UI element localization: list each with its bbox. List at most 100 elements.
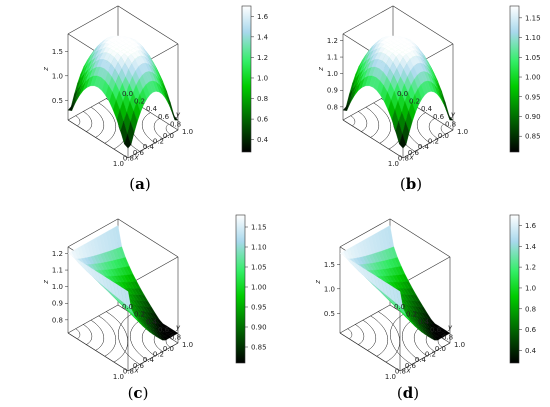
y-tick-label: 0.0 (397, 90, 408, 98)
z-axis-label: z (42, 280, 50, 285)
y-tick-label: 0.0 (394, 303, 405, 311)
x-tick-label: 1.0 (385, 373, 396, 381)
contour-line (83, 324, 93, 345)
panel-caption: (b) (400, 175, 422, 193)
colorbar-tick-label: 0.90 (251, 324, 267, 332)
x-axis-label: x (134, 153, 140, 161)
z-tick-label: 1.5 (324, 261, 335, 269)
y-tick-label: 0.8 (170, 333, 181, 341)
contour-line (75, 328, 81, 340)
box-edge (67, 304, 119, 334)
colorbar-tick-label: 0.6 (525, 326, 537, 334)
z-tick-label: 0.8 (327, 103, 338, 111)
colorbar-tick-label: 0.6 (257, 116, 269, 124)
panel-caption: (a) (129, 175, 150, 193)
y-tick-label: 1.0 (454, 341, 465, 349)
box-edge-front (127, 129, 179, 159)
z-tick-label: 1.2 (327, 37, 338, 45)
colorbar-tick-label: 1.10 (251, 244, 267, 252)
contour-line (129, 319, 148, 361)
z-axis-label: z (317, 67, 325, 72)
y-tick-label: 0.6 (430, 326, 442, 334)
x-tick-label: 0.0 (438, 132, 449, 140)
box-edge-front (342, 119, 404, 159)
z-axis-label: z (42, 67, 50, 72)
x-tick-label: 1.0 (113, 373, 124, 381)
x-tick-label: 1.0 (113, 160, 124, 168)
y-tick-label: 0.8 (445, 120, 456, 128)
y-tick-label: 0.2 (409, 98, 420, 106)
y-tick-label: 0.6 (158, 113, 170, 121)
colorbar-tick-label: 1.00 (251, 284, 267, 292)
colorbar-tick-label: 1.4 (525, 243, 537, 251)
panel-a: 0.51.01.5z1.00.80.60.40.20.0x0.00.20.40.… (42, 5, 269, 193)
contour-line (365, 106, 380, 138)
contour-line (378, 311, 400, 363)
y-tick-label: 1.0 (182, 128, 193, 136)
y-tick-label: 0.4 (146, 318, 158, 326)
contour-line (390, 313, 412, 365)
z-tick-label: 1.0 (324, 285, 335, 293)
x-tick-label: 1.0 (388, 160, 399, 168)
contour-line (413, 325, 428, 357)
colorbar-tick-label: 0.85 (525, 133, 541, 141)
box-edge (117, 218, 179, 258)
contour-line (90, 106, 105, 138)
box-edge (389, 218, 451, 258)
colorbar-tick-label: 0.85 (251, 344, 267, 352)
z-tick-label: 0.9 (327, 87, 338, 95)
contour-line (362, 319, 377, 351)
colorbar (235, 214, 246, 364)
z-tick-label: 1.5 (52, 48, 63, 56)
box-edge-front (67, 332, 129, 372)
box-edge-front (339, 332, 401, 372)
panel-c: 0.80.91.01.11.2z1.00.80.60.40.20.0x0.00.… (42, 214, 267, 402)
y-tick-label: 0.6 (158, 326, 170, 334)
surface-patch (399, 133, 407, 149)
y-axis-label: y (175, 324, 181, 332)
contour-line (440, 123, 446, 135)
x-tick-label: 0.2 (428, 138, 439, 146)
y-tick-label: 0.2 (134, 311, 145, 319)
contour-line (370, 315, 389, 357)
box-edge-front (402, 129, 454, 159)
colorbar (509, 5, 520, 153)
y-tick-label: 0.4 (418, 318, 430, 326)
colorbar-tick-label: 1.15 (525, 14, 541, 22)
floor-contours (347, 311, 443, 365)
colorbar-tick-label: 1.2 (257, 54, 268, 62)
colorbar-tick-label: 1.2 (525, 264, 536, 272)
box-edge-front (67, 119, 129, 159)
x-tick-label: 0.4 (415, 356, 427, 364)
colorbar (509, 214, 520, 364)
box-edge (392, 5, 454, 45)
panel-b: 0.80.91.01.11.2z1.00.80.60.40.20.0x0.00.… (317, 5, 541, 193)
colorbar-tick-label: 1.10 (525, 34, 541, 42)
box-edge (67, 5, 119, 35)
contour-line (358, 111, 368, 132)
surface-patch (124, 288, 132, 310)
contour-line (347, 328, 353, 340)
y-tick-label: 1.0 (182, 341, 193, 349)
x-tick-label: 0.6 (405, 362, 417, 370)
x-axis-label: x (406, 366, 412, 374)
surface (67, 225, 179, 341)
x-tick-label: 0.0 (163, 345, 174, 353)
y-tick-label: 0.4 (146, 105, 158, 113)
y-axis-label: y (175, 111, 181, 119)
contour-line (98, 315, 117, 357)
contour-line (75, 115, 81, 127)
y-tick-label: 0.8 (170, 120, 181, 128)
x-tick-label: 0.8 (395, 367, 406, 375)
y-tick-label: 0.0 (122, 303, 133, 311)
box-edge (117, 5, 179, 45)
box-edge (339, 218, 391, 248)
colorbar-tick-label: 0.95 (525, 93, 541, 101)
contour-line (118, 313, 140, 365)
colorbar-tick-label: 1.05 (251, 264, 267, 272)
contour-line (141, 112, 156, 144)
surface (339, 225, 451, 341)
colorbar-tick-label: 1.05 (525, 54, 541, 62)
colorbar-tick-label: 1.0 (525, 284, 536, 292)
